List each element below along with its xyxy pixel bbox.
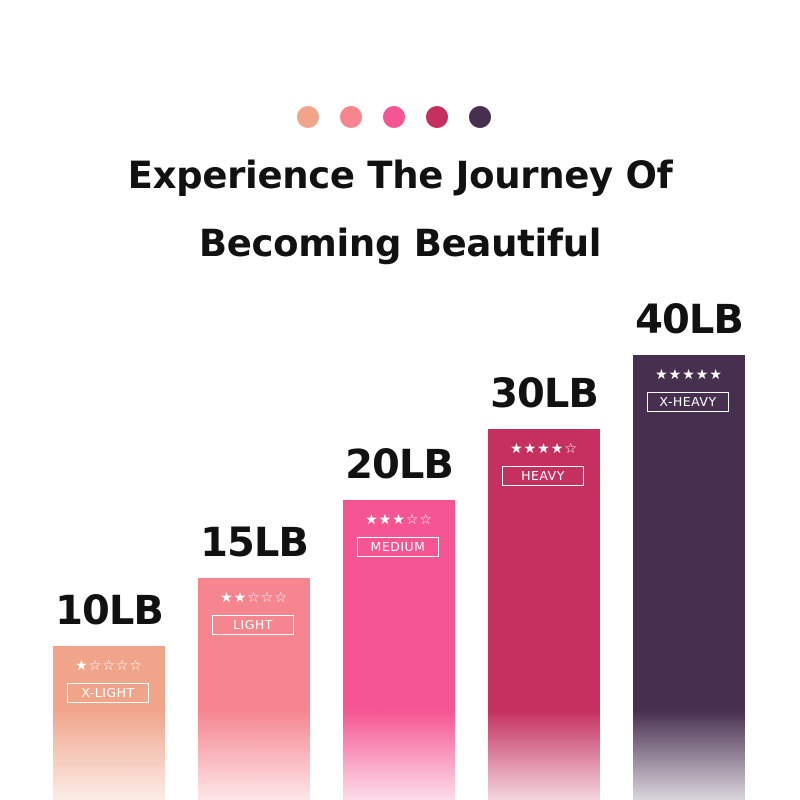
headline-line-1: Experience The Journey Of (127, 154, 673, 197)
headline-line-2: Becoming Beautiful (198, 222, 602, 265)
bar-value-label: 15LB (200, 520, 309, 566)
color-dot (426, 106, 448, 128)
bar-value-label: 30LB (490, 371, 599, 417)
star-rating: ★★☆☆☆ (220, 590, 288, 606)
star-rating: ★☆☆☆☆ (75, 658, 143, 674)
color-dot (469, 106, 491, 128)
bar: ★★★☆☆ MEDIUM (343, 500, 455, 800)
level-badge: LIGHT (212, 615, 294, 635)
level-badge: X-LIGHT (67, 683, 149, 703)
level-badge: X-HEAVY (647, 392, 729, 412)
bar: ★★☆☆☆ LIGHT (198, 578, 310, 800)
star-rating: ★★★★☆ (510, 441, 578, 457)
color-dot (383, 106, 405, 128)
bar-value-label: 40LB (635, 297, 744, 343)
bar: ★★★★☆ HEAVY (488, 429, 600, 800)
level-badge: HEAVY (502, 466, 584, 486)
star-rating: ★★★★★ (655, 367, 723, 383)
star-rating: ★★★☆☆ (365, 512, 433, 528)
bar: ★☆☆☆☆ X-LIGHT (53, 646, 165, 800)
color-dot (340, 106, 362, 128)
bar-value-label: 10LB (55, 588, 164, 634)
level-badge: MEDIUM (357, 537, 439, 557)
bar-value-label: 20LB (345, 442, 454, 488)
bar: ★★★★★ X-HEAVY (633, 355, 745, 800)
color-dot (297, 106, 319, 128)
